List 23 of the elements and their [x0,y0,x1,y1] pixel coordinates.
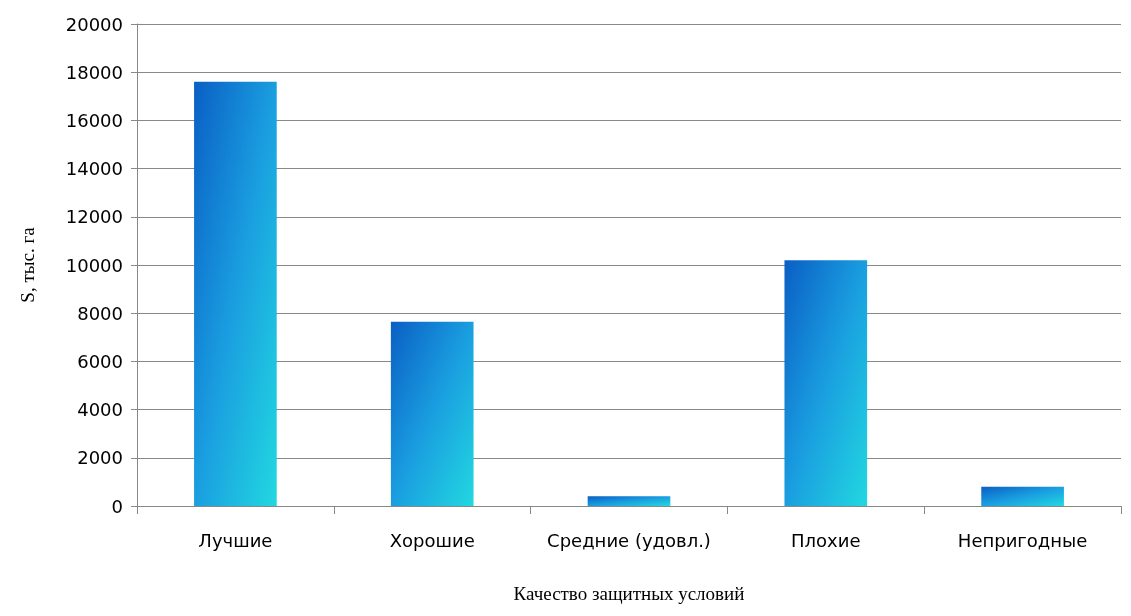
y-tick-label: 4000 [77,399,123,421]
x-tick-label: Хорошие [389,529,475,551]
x-tick-label: Непригодные [957,529,1088,551]
bar [784,260,868,506]
y-tick-label: 12000 [65,206,123,228]
bar [390,321,474,506]
x-tick-label: Средние (удовл.) [547,529,711,551]
y-tick-label: 14000 [65,158,123,180]
y-tick-label: 16000 [65,109,123,131]
y-tick-label: 0 [111,495,123,517]
y-tick-label: 10000 [65,254,123,276]
y-tick-label: 8000 [77,302,123,324]
y-tick-label: 18000 [65,61,123,83]
bar [194,81,277,506]
y-tick-label: 6000 [77,350,123,372]
x-tick-label: Лучшие [198,529,273,551]
x-axis-title: Качество защитных условий [513,583,745,604]
x-tick-label: Плохие [791,529,861,551]
y-tick-label: 20000 [65,13,123,35]
y-axis-title: S, тыс. га [17,226,38,303]
y-tick-label: 2000 [77,447,123,469]
bar [587,496,671,506]
bar [981,486,1064,506]
